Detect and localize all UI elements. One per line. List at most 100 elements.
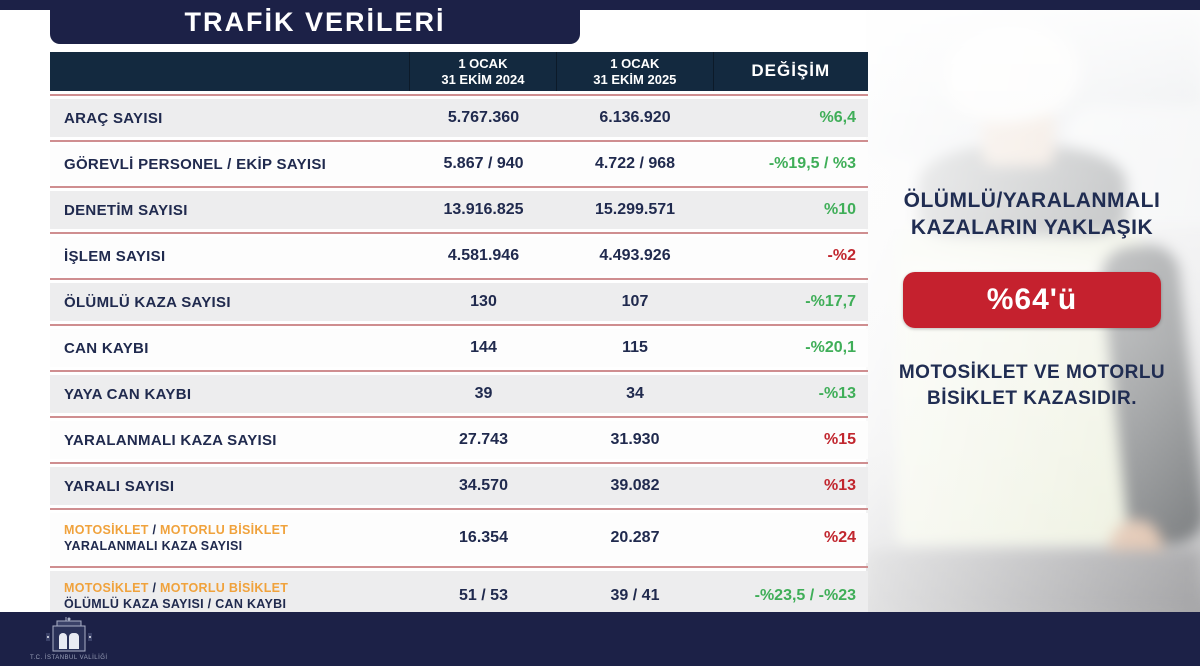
row-change-value: -%17,7 <box>805 293 856 310</box>
table-row: YARALI SAYISI 34.570 39.082 %13 <box>50 467 868 505</box>
row-label: YARALANMALI KAZA SAYISI <box>64 431 277 449</box>
column-header-2024-line1: 1 OCAK <box>458 55 508 71</box>
callout-caption-line1: MOTOSİKLET VE MOTORLU <box>898 361 1166 383</box>
table-row: GÖREVLİ PERSONEL / EKİP SAYISI 5.867 / 94… <box>50 145 868 183</box>
row-separator <box>50 94 868 96</box>
row-change-value: -%2 <box>827 247 856 264</box>
row-label: MOTOSİKLET / MOTORLU BİSİKLET YARALANMALI… <box>50 522 410 555</box>
row-value-2025: 4.722 / 968 <box>594 155 676 172</box>
row-value-2025: 15.299.571 <box>594 201 676 218</box>
row-change-value: %13 <box>823 477 856 494</box>
row-label: ARAÇ SAYISI <box>64 109 163 127</box>
footer-band: T.C. İSTANBUL VALİLİĞİ <box>0 612 1200 666</box>
table-row: CAN KAYBI 144 115 -%20,1 <box>50 329 868 367</box>
row-change-value: %10 <box>823 201 856 218</box>
row-value-2025: 115 <box>622 339 648 356</box>
row-value-2024: 5.867 / 940 <box>443 155 524 172</box>
row-separator <box>50 232 868 234</box>
column-header-empty <box>50 52 409 91</box>
row-change-value: -%13 <box>818 385 856 402</box>
row-separator <box>50 566 868 568</box>
row-value-2025: 107 <box>621 293 649 310</box>
callout-heading-line1: ÖLÜMLÜ/YARALANMALI <box>903 189 1161 212</box>
row-label: CAN KAYBI <box>64 339 149 357</box>
column-header-change-line1: DEĞİŞİM <box>751 61 831 81</box>
callout-caption-line2: BİSİKLET KAZASIDIR. <box>926 388 1138 410</box>
row-value-2024: 130 <box>470 293 497 310</box>
column-header-2025: 1 OCAK 31 EKİM 2025 <box>556 52 712 91</box>
callout-caption: MOTOSİKLET VE MOTORLU BİSİKLET KAZASIDIR… <box>874 360 1190 413</box>
row-label-prefix-a: MOTOSİKLET <box>64 522 149 537</box>
row-change-value: -%20,1 <box>805 339 856 356</box>
row-change-value: -%23,5 / -%23 <box>754 587 856 604</box>
row-separator <box>50 416 868 418</box>
callout-heading: ÖLÜMLÜ/YARALANMALI KAZALARIN YAKLAŞIK <box>874 188 1190 242</box>
row-label-prefix-a: MOTOSİKLET <box>64 580 149 595</box>
row-label-prefix: MOTOSİKLET / MOTORLU BİSİKLET <box>64 522 410 538</box>
row-change-value: %15 <box>823 431 856 448</box>
table-row: YAYA CAN KAYBI 39 34 -%13 <box>50 375 868 413</box>
row-value-2024: 51 / 53 <box>459 587 508 604</box>
row-label-prefix-b: MOTORLU BİSİKLET <box>160 580 289 595</box>
row-value-2025: 4.493.926 <box>599 247 671 264</box>
row-change-value: -%19,5 / %3 <box>768 155 856 172</box>
governorship-building-icon <box>45 617 92 652</box>
row-value-2024: 27.743 <box>459 431 508 448</box>
row-label-prefix-sep: / <box>148 580 161 595</box>
row-label-main: ÖLÜMLÜ KAZA SAYISI / CAN KAYBI <box>64 597 287 611</box>
row-label: ÖLÜMLÜ KAZA SAYISI <box>64 293 231 311</box>
row-value-2024: 144 <box>470 339 497 356</box>
row-value-2025: 34 <box>626 385 644 402</box>
row-value-2025: 31.930 <box>610 431 660 448</box>
row-separator <box>50 462 868 464</box>
table-row: DENETİM SAYISI 13.916.825 15.299.571 %10 <box>50 191 868 229</box>
column-header-2025-line1: 1 OCAK <box>610 55 660 71</box>
row-separator <box>50 140 868 142</box>
table-row: YARALANMALI KAZA SAYISI 27.743 31.930 %15 <box>50 421 868 459</box>
row-value-2024: 16.354 <box>459 529 508 546</box>
row-label: GÖREVLİ PERSONEL / EKİP SAYISI <box>64 155 327 173</box>
table-row: ARAÇ SAYISI 5.767.360 6.136.920 %6,4 <box>50 99 868 137</box>
row-separator <box>50 278 868 280</box>
table-header-row: 1 OCAK 31 EKİM 2024 1 OCAK 31 EKİM 2025 … <box>50 52 868 91</box>
percentage-badge-text: %64'ü <box>986 282 1078 316</box>
row-change-value: %6,4 <box>819 109 856 126</box>
row-value-2025: 39.082 <box>610 477 660 494</box>
table-row: İŞLEM SAYISI 4.581.946 4.493.926 -%2 <box>50 237 868 275</box>
table-row: ÖLÜMLÜ KAZA SAYISI 130 107 -%17,7 <box>50 283 868 321</box>
row-change-value: %24 <box>823 529 856 546</box>
row-label: YAYA CAN KAYBI <box>64 385 192 403</box>
istanbul-governorship-logo: T.C. İSTANBUL VALİLİĞİ <box>30 617 108 661</box>
row-label-main: YARALANMALI KAZA SAYISI <box>64 539 243 553</box>
motorcycle-callout: ÖLÜMLÜ/YARALANMALI KAZALARIN YAKLAŞIK %6… <box>874 188 1190 413</box>
row-separator <box>50 324 868 326</box>
row-value-2024: 5.767.360 <box>447 109 520 126</box>
row-value-2025: 6.136.920 <box>599 109 671 126</box>
page-title: TRAFİK VERİLERİ <box>50 0 580 44</box>
row-label: İŞLEM SAYISI <box>64 247 166 265</box>
callout-heading-line2: KAZALARIN YAKLAŞIK <box>910 215 1154 239</box>
row-value-2024: 4.581.946 <box>447 247 520 264</box>
traffic-data-table: 1 OCAK 31 EKİM 2024 1 OCAK 31 EKİM 2025 … <box>50 52 868 621</box>
row-value-2024: 39 <box>474 385 493 402</box>
row-label-prefix-sep: / <box>148 522 161 537</box>
top-band <box>0 0 1200 10</box>
table-body: ARAÇ SAYISI 5.767.360 6.136.920 %6,4 GÖREVLİ… <box>50 94 868 621</box>
row-label: DENETİM SAYISI <box>64 201 188 219</box>
row-separator <box>50 186 868 188</box>
table-row: MOTOSİKLET / MOTORLU BİSİKLET YARALANMALI… <box>50 513 868 563</box>
percentage-badge: %64'ü <box>903 271 1161 328</box>
row-separator <box>50 370 868 372</box>
row-value-2024: 34.570 <box>459 477 508 494</box>
row-label: MOTOSİKLET / MOTORLU BİSİKLET ÖLÜMLÜ KAZA… <box>50 580 410 613</box>
row-separator <box>50 508 868 510</box>
row-value-2025: 39 / 41 <box>610 587 660 604</box>
page-title-text: TRAFİK VERİLERİ <box>184 6 446 37</box>
column-header-change: DEĞİŞİM <box>712 52 868 91</box>
column-header-2025-line2: 31 EKİM 2025 <box>593 71 677 87</box>
column-header-2024-line2: 31 EKİM 2024 <box>441 71 525 87</box>
row-label: YARALI SAYISI <box>64 477 175 495</box>
row-label-prefix-b: MOTORLU BİSİKLET <box>160 522 289 537</box>
row-label-prefix: MOTOSİKLET / MOTORLU BİSİKLET <box>64 580 410 596</box>
